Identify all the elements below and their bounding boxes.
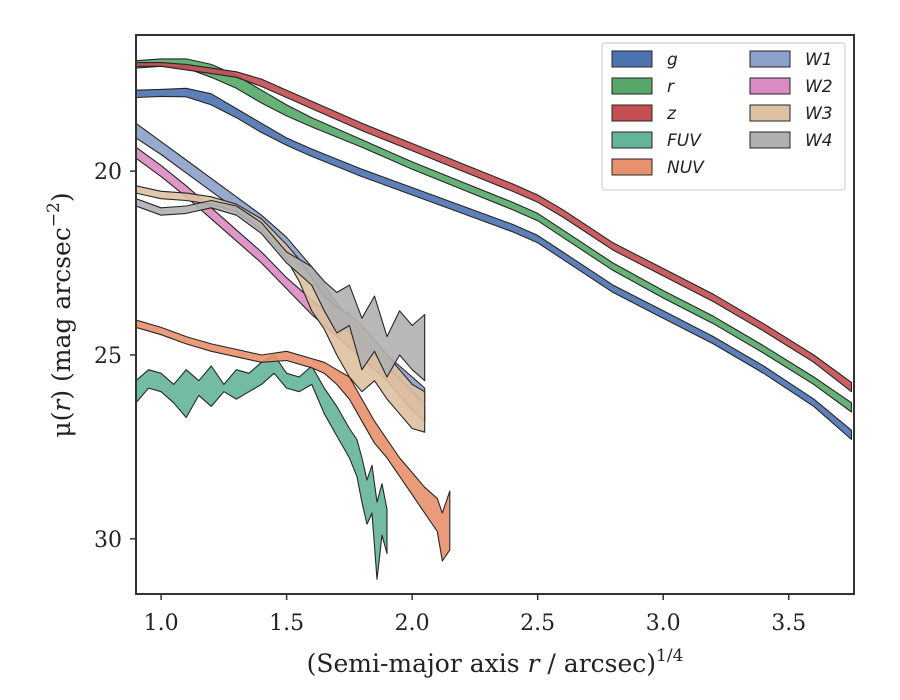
band-r xyxy=(136,58,853,413)
x-tick-label: 3.5 xyxy=(771,611,806,636)
legend-label-w4: W4 xyxy=(805,131,833,151)
legend: grz FUV NUV W1 W2 W3 W4 xyxy=(601,42,846,191)
legend-swatch-g xyxy=(611,50,653,68)
legend-label-fuv: FUV xyxy=(667,131,702,151)
legend-label-w1: W1 xyxy=(805,50,833,70)
legend-label-z: z xyxy=(666,104,677,124)
band-nuv xyxy=(136,319,451,562)
y-axis-label: μ(r) (mag arcsec−2) xyxy=(44,192,76,437)
legend-swatch-w1 xyxy=(749,50,791,68)
y-tick-label: 25 xyxy=(94,344,122,369)
band-z xyxy=(136,62,853,393)
legend-swatch-z xyxy=(611,104,653,122)
x-tick-label: 1.0 xyxy=(144,611,179,636)
legend-swatch-nuv xyxy=(611,158,653,176)
legend-swatch-w2 xyxy=(749,77,791,95)
legend-label-w3: W3 xyxy=(805,104,833,124)
band-g xyxy=(136,87,853,441)
band-w4 xyxy=(136,198,426,382)
legend-label-w2: W2 xyxy=(805,77,833,97)
x-tick-label: 2.0 xyxy=(395,611,430,636)
x-axis: 1.0 1.5 2.0 2.5 3.0 3.5 xyxy=(144,594,806,636)
y-axis: 20 25 30 xyxy=(94,160,136,553)
legend-label-nuv: NUV xyxy=(667,158,705,178)
legend-swatch-fuv xyxy=(611,131,653,149)
band-fuv xyxy=(136,354,388,580)
y-tick-label: 20 xyxy=(94,160,122,185)
legend-label-g: g xyxy=(667,50,678,70)
y-tick-label: 30 xyxy=(94,528,122,553)
legend-swatch-w3 xyxy=(749,104,791,122)
x-tick-label: 1.5 xyxy=(269,611,304,636)
x-axis-label: (Semi-major axis r / arcsec)1/4 xyxy=(307,646,684,678)
x-tick-label: 3.0 xyxy=(646,611,681,636)
legend-swatch-r xyxy=(611,77,653,95)
series-layer xyxy=(136,58,853,580)
x-tick-label: 2.5 xyxy=(520,611,555,636)
plot-frame xyxy=(135,34,855,595)
legend-label-r: r xyxy=(667,77,675,97)
legend-swatch-w4 xyxy=(749,131,791,149)
